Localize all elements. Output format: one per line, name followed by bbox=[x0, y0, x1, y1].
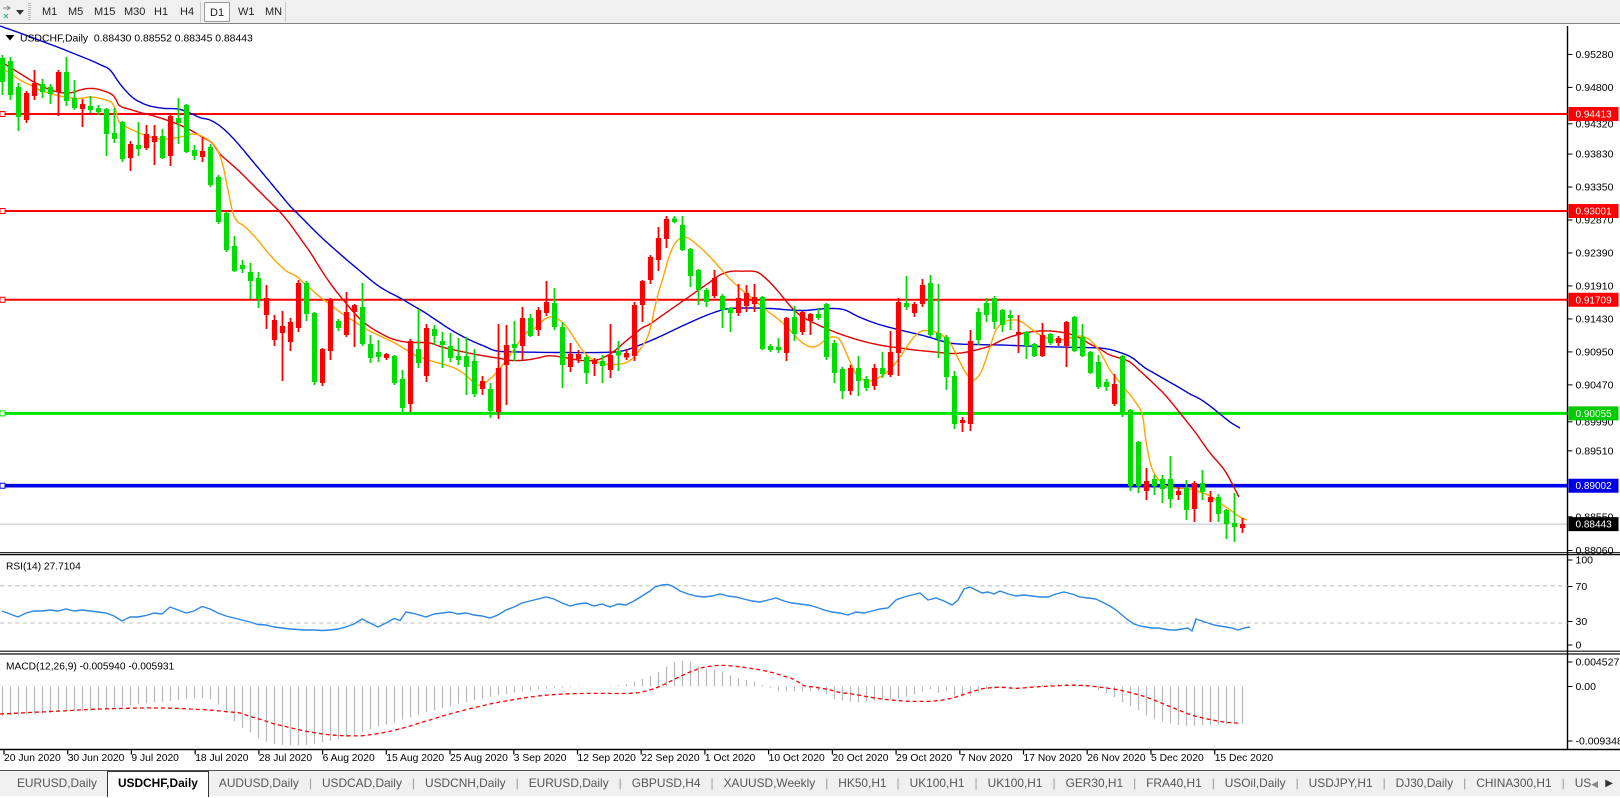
svg-text:0.90470: 0.90470 bbox=[1576, 379, 1614, 391]
svg-text:9 Jul 2020: 9 Jul 2020 bbox=[131, 753, 179, 764]
svg-text:0.89510: 0.89510 bbox=[1576, 445, 1614, 457]
svg-text:25 Aug 2020: 25 Aug 2020 bbox=[450, 753, 508, 764]
svg-text:30 Jun 2020: 30 Jun 2020 bbox=[68, 753, 125, 764]
svg-text:18 Jul 2020: 18 Jul 2020 bbox=[195, 753, 249, 764]
svg-text:30: 30 bbox=[1576, 616, 1588, 628]
svg-text:0.89002: 0.89002 bbox=[1576, 481, 1613, 492]
svg-text:RSI(14) 27.7104: RSI(14) 27.7104 bbox=[6, 562, 81, 573]
svg-text:5 Dec 2020: 5 Dec 2020 bbox=[1151, 753, 1204, 764]
svg-text:10 Oct 2020: 10 Oct 2020 bbox=[769, 753, 825, 764]
svg-text:22 Sep 2020: 22 Sep 2020 bbox=[641, 753, 700, 764]
svg-text:15 Aug 2020: 15 Aug 2020 bbox=[386, 753, 444, 764]
svg-text:0.93350: 0.93350 bbox=[1576, 182, 1614, 194]
svg-text:70: 70 bbox=[1576, 581, 1588, 593]
svg-text:17 Nov 2020: 17 Nov 2020 bbox=[1024, 753, 1083, 764]
svg-text:-0.009348: -0.009348 bbox=[1576, 736, 1620, 748]
svg-text:0.88443: 0.88443 bbox=[1576, 520, 1613, 531]
svg-text:20 Oct 2020: 20 Oct 2020 bbox=[832, 753, 888, 764]
svg-text:USDCHF,Daily 0.88430 0.88552: USDCHF,Daily 0.88430 0.88552 0.88345 0.8… bbox=[20, 34, 253, 45]
svg-text:28 Jul 2020: 28 Jul 2020 bbox=[259, 753, 313, 764]
svg-text:0.94800: 0.94800 bbox=[1576, 82, 1614, 94]
svg-text:12 Sep 2020: 12 Sep 2020 bbox=[578, 753, 637, 764]
svg-text:0.90950: 0.90950 bbox=[1576, 346, 1614, 358]
svg-text:0.93830: 0.93830 bbox=[1576, 149, 1614, 161]
svg-text:100: 100 bbox=[1576, 555, 1594, 567]
svg-text:1 Oct 2020: 1 Oct 2020 bbox=[705, 753, 756, 764]
svg-text:0.00: 0.00 bbox=[1576, 681, 1597, 693]
svg-text:0.93001: 0.93001 bbox=[1576, 207, 1613, 218]
svg-text:26 Nov 2020: 26 Nov 2020 bbox=[1087, 753, 1146, 764]
svg-text:0.91709: 0.91709 bbox=[1576, 295, 1613, 306]
svg-text:0.92390: 0.92390 bbox=[1576, 247, 1614, 259]
svg-text:0.90055: 0.90055 bbox=[1576, 409, 1613, 420]
svg-text:0.94413: 0.94413 bbox=[1576, 110, 1613, 121]
svg-text:0.91430: 0.91430 bbox=[1576, 313, 1614, 325]
svg-text:MACD(12,26,9) -0.005940 -0.005: MACD(12,26,9) -0.005940 -0.005931 bbox=[6, 662, 175, 673]
svg-text:0.004527: 0.004527 bbox=[1576, 657, 1620, 669]
svg-text:0.95280: 0.95280 bbox=[1576, 49, 1614, 61]
svg-text:15 Dec 2020: 15 Dec 2020 bbox=[1215, 753, 1274, 764]
svg-text:3 Sep 2020: 3 Sep 2020 bbox=[514, 753, 567, 764]
svg-text:0.91910: 0.91910 bbox=[1576, 280, 1614, 292]
svg-text:0: 0 bbox=[1576, 640, 1582, 652]
svg-text:6 Aug 2020: 6 Aug 2020 bbox=[323, 753, 375, 764]
svg-text:29 Oct 2020: 29 Oct 2020 bbox=[896, 753, 952, 764]
svg-text:20 Jun 2020: 20 Jun 2020 bbox=[4, 753, 61, 764]
svg-text:7 Nov 2020: 7 Nov 2020 bbox=[960, 753, 1013, 764]
